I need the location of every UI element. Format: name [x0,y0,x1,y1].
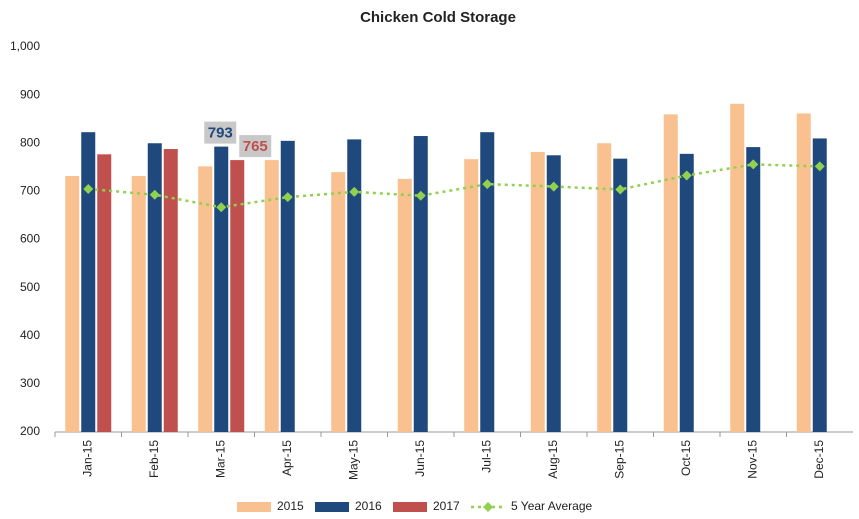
marker [615,184,626,195]
bar [730,103,745,432]
marker [83,183,94,194]
y-tick-label: 200 [20,424,40,438]
y-tick-label: 700 [20,184,40,198]
y-tick-label: 900 [20,87,40,101]
bar [597,143,612,432]
bar [347,139,362,432]
data-label-box [239,135,272,158]
bar [546,155,561,432]
legend-label: 2015 [277,499,304,513]
data-label-box [204,121,237,144]
bar [663,114,678,432]
legend-label: 2017 [433,499,460,513]
data-label: 765 [243,138,268,155]
y-tick-label: 800 [20,135,40,149]
bar [131,175,146,432]
bar [280,140,295,432]
y-tick-label: 600 [20,232,40,246]
x-tick-label: Jan-15 [80,440,94,477]
bar [530,151,545,432]
bar [230,160,245,432]
bar [480,132,495,432]
marker [349,186,360,197]
legend-swatch [393,502,427,512]
bar [796,113,811,432]
data-label: 793 [208,125,233,142]
bar [264,160,279,432]
y-tick-label: 300 [20,376,40,390]
average-line [88,163,820,209]
bar [331,172,346,432]
x-tick-label: Oct-15 [679,440,693,476]
x-tick-label: Apr-15 [280,440,294,476]
marker [681,170,692,181]
legend-label: 2016 [355,499,382,513]
bar [97,154,112,432]
bar [413,136,428,432]
bar [746,147,761,432]
bar [679,153,694,432]
marker [548,181,559,192]
x-tick-label: Aug-15 [546,440,560,479]
marker [748,159,759,170]
bar [214,146,229,432]
x-tick-label: Jun-15 [413,440,427,477]
marker [149,189,160,200]
marker [482,179,493,190]
bar [613,158,628,432]
marker [415,190,426,201]
bar [81,132,96,432]
y-tick-label: 400 [20,328,40,342]
legend-swatch [315,502,349,512]
bar [812,138,827,432]
bar [397,178,412,432]
bar [198,166,213,432]
bar [65,175,80,432]
legend-label: 5 Year Average [511,499,593,513]
marker [814,161,825,172]
legend-swatch [237,502,271,512]
chart-title: Chicken Cold Storage [360,9,516,26]
bar [147,143,162,432]
marker [216,202,227,213]
x-tick-label: May-15 [346,440,360,480]
y-tick-label: 1,000 [10,39,40,53]
x-tick-label: Sep-15 [612,440,626,479]
x-tick-label: Jul-15 [479,440,493,473]
y-tick-label: 500 [20,280,40,294]
bar [464,159,479,432]
marker [282,192,293,203]
x-tick-label: Feb-15 [147,440,161,478]
x-tick-label: Mar-15 [213,440,227,478]
x-tick-label: Dec-15 [812,440,826,479]
x-tick-label: Nov-15 [745,440,759,479]
bar [163,149,178,432]
legend-marker [483,502,493,512]
